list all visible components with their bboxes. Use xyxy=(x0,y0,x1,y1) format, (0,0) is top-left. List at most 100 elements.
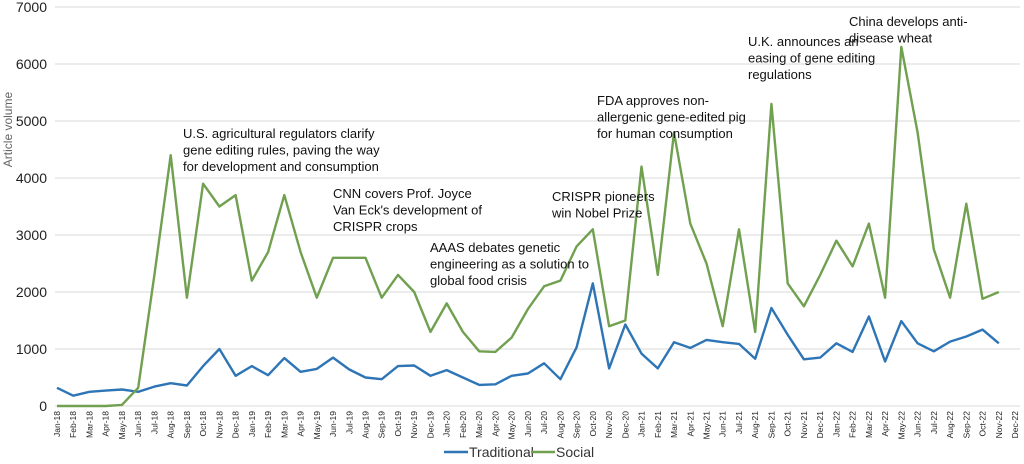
x-tick-label: Jun-21 xyxy=(718,411,728,437)
x-tick-label: Feb-19 xyxy=(263,411,273,438)
legend: Traditional Social xyxy=(444,444,594,460)
x-tick-label: Nov-18 xyxy=(214,411,224,439)
annotation-line: CRISPR pioneers xyxy=(552,189,655,204)
annotation-line: easing of gene editing xyxy=(748,51,875,66)
legend-item-social[interactable]: Social xyxy=(531,444,594,460)
x-tick-label: Nov-20 xyxy=(604,411,614,439)
x-tick-label: Feb-21 xyxy=(653,411,663,438)
x-tick-label: Aug-19 xyxy=(361,411,371,439)
annotation: U.S. agricultural regulators clarify gene… xyxy=(183,126,380,174)
x-tick-label: May-22 xyxy=(896,411,906,440)
x-tick-label: May-19 xyxy=(312,411,322,440)
legend-label: Social xyxy=(556,444,594,460)
x-tick-label: Feb-18 xyxy=(68,411,78,438)
x-tick-label: Jul-18 xyxy=(149,411,159,434)
x-tick-label: Jun-20 xyxy=(523,411,533,437)
x-tick-label: Aug-20 xyxy=(555,411,565,439)
annotation-line: Van Eck's development of xyxy=(333,203,482,218)
annotation-line: win Nobel Prize xyxy=(551,206,642,221)
annotation-line: for human consumption xyxy=(597,126,733,141)
x-tick-label: Mar-19 xyxy=(279,411,289,438)
annotation-line: allergenic gene-edited pig xyxy=(597,110,746,125)
x-tick-label: Aug-21 xyxy=(750,411,760,439)
annotation-line: for development and consumption xyxy=(183,159,379,174)
x-tick-label: Jan-22 xyxy=(831,411,841,437)
x-tick-label: Jan-21 xyxy=(637,411,647,437)
x-tick-label: Apr-20 xyxy=(490,411,500,437)
x-tick-label: Apr-19 xyxy=(296,411,306,437)
annotation-line: AAAS debates genetic xyxy=(430,240,561,255)
y-tick-label: 3000 xyxy=(16,227,47,243)
annotation-line: U.S. agricultural regulators clarify xyxy=(183,126,375,141)
annotation: China develops anti-disease wheat xyxy=(849,14,968,46)
x-tick-label: Sep-19 xyxy=(377,411,387,439)
x-tick-label: Jul-21 xyxy=(734,411,744,434)
annotation: AAAS debates genetic engineering as a sol… xyxy=(430,240,589,288)
annotations: U.S. agricultural regulators clarify gene… xyxy=(183,14,968,288)
x-tick-label: Feb-20 xyxy=(458,411,468,438)
annotation: FDA approves non-allergenic gene-edited … xyxy=(597,93,746,141)
legend-item-traditional[interactable]: Traditional xyxy=(444,444,534,460)
x-tick-label: Jul-20 xyxy=(539,411,549,434)
x-tick-label: Oct-19 xyxy=(393,411,403,437)
x-tick-label: Jun-18 xyxy=(133,411,143,437)
x-tick-label: May-20 xyxy=(507,411,517,440)
y-tick-label: 1000 xyxy=(16,341,47,357)
x-tick-label: Jan-18 xyxy=(52,411,62,437)
annotation-line: disease wheat xyxy=(849,31,932,46)
series-line-social xyxy=(57,45,1000,408)
x-tick-label: Nov-19 xyxy=(409,411,419,439)
x-tick-label: Oct-18 xyxy=(198,411,208,437)
x-tick-label: Oct-22 xyxy=(978,411,988,437)
x-tick-label: Dec-22 xyxy=(1010,411,1020,439)
x-tick-label: Dec-21 xyxy=(815,411,825,439)
annotation: U.K. announces an easing of gene editing r… xyxy=(748,34,875,82)
annotation: CNN covers Prof. Joyce Van Eck's developm… xyxy=(333,186,482,234)
series-line-traditional xyxy=(56,282,1000,397)
y-tick-label: 2000 xyxy=(16,284,47,300)
annotation-line: U.K. announces an xyxy=(748,34,859,49)
x-tick-label: Apr-22 xyxy=(880,411,890,437)
y-axis-label: Article volume xyxy=(1,92,15,168)
x-tick-label: Oct-20 xyxy=(588,411,598,437)
x-tick-label: Feb-22 xyxy=(848,411,858,438)
x-tick-label: Dec-20 xyxy=(620,411,630,439)
x-tick-label: Aug-22 xyxy=(945,411,955,439)
x-tick-label: May-18 xyxy=(117,411,127,440)
x-tick-label: Apr-18 xyxy=(101,411,111,437)
x-tick-label: Jul-22 xyxy=(929,411,939,434)
x-tick-label: Jun-22 xyxy=(913,411,923,437)
x-tick-label: Aug-18 xyxy=(166,411,176,439)
y-axis-ticks: 0 1000 2000 3000 4000 5000 6000 7000 xyxy=(16,0,47,414)
annotation-line: regulations xyxy=(748,67,812,82)
x-axis-ticks: Jan-18 Feb-18 Mar-18 Apr-18 May-18 Jun-18 Jul-… xyxy=(52,411,1020,440)
x-tick-label: Nov-22 xyxy=(994,411,1004,439)
x-tick-label: Jun-19 xyxy=(328,411,338,437)
x-tick-label: Dec-18 xyxy=(231,411,241,439)
x-tick-label: Sep-21 xyxy=(766,411,776,439)
x-tick-label: Mar-20 xyxy=(474,411,484,438)
x-tick-label: Jan-20 xyxy=(442,411,452,437)
y-tick-label: 4000 xyxy=(16,170,47,186)
x-tick-label: Dec-19 xyxy=(425,411,435,439)
annotation-line: China develops anti- xyxy=(849,14,968,29)
annotation-line: gene editing rules, paving the way xyxy=(183,143,380,158)
annotation-line: FDA approves non- xyxy=(597,93,709,108)
x-tick-label: Jan-19 xyxy=(247,411,257,437)
y-tick-label: 7000 xyxy=(16,0,47,15)
x-tick-label: Apr-21 xyxy=(685,411,695,437)
annotation-line: CRISPR crops xyxy=(333,219,418,234)
x-tick-label: Sep-22 xyxy=(961,411,971,439)
legend-label: Traditional xyxy=(469,444,534,460)
x-tick-label: Oct-21 xyxy=(783,411,793,437)
x-tick-label: Mar-21 xyxy=(669,411,679,438)
x-tick-label: Jul-19 xyxy=(344,411,354,434)
annotation: CRISPR pioneers win Nobel Prize xyxy=(551,189,655,221)
annotation-line: engineering as a solution to xyxy=(430,257,589,272)
y-tick-label: 5000 xyxy=(16,113,47,129)
y-tick-label: 6000 xyxy=(16,56,47,72)
x-tick-label: May-21 xyxy=(701,411,711,440)
x-tick-label: Sep-18 xyxy=(182,411,192,439)
x-tick-label: Nov-21 xyxy=(799,411,809,439)
